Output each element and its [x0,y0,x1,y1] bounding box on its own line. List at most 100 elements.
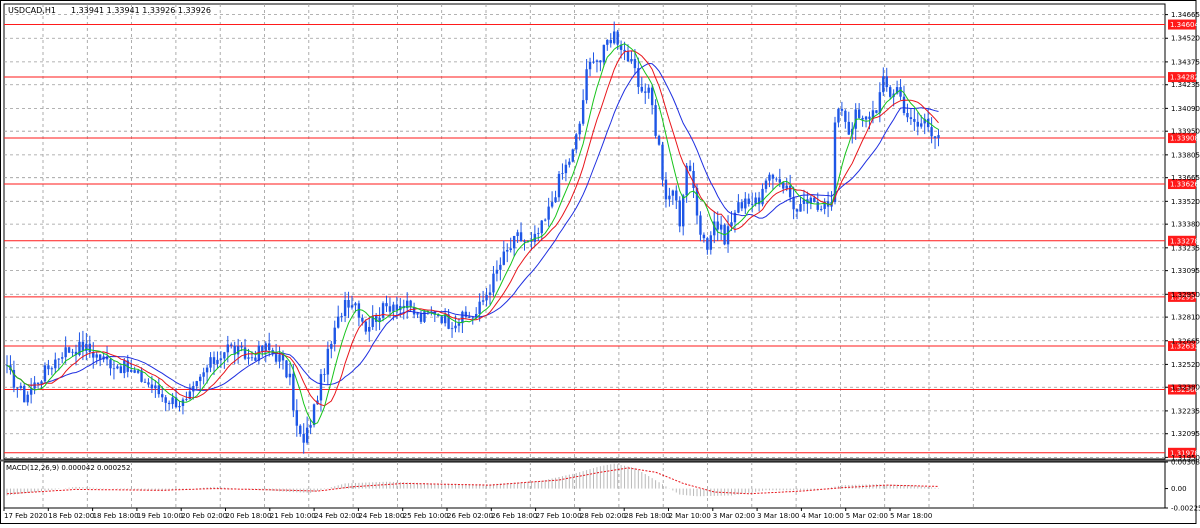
price-bar-body [416,313,419,315]
price-bar-body [699,215,702,235]
price-bar-body [23,385,26,403]
price-bar-body [395,304,399,311]
price-bar-body [195,381,198,387]
price-bar-body [199,376,202,382]
price-bar-body [433,311,436,315]
price-bar-body [161,394,164,398]
level-tag-label: 1.33278 [1170,237,1199,245]
price-bar-body [519,232,523,242]
price-bar-body [109,359,112,369]
x-axis-tick-label: 5 Mar 18:00 [890,512,932,520]
price-bar-body [419,313,423,322]
level-tag-label: 1.32633 [1170,342,1199,350]
price-bar-body [509,248,512,251]
price-bar-body [361,317,364,322]
level-tag-label: 1.32934 [1170,293,1199,301]
price-bar-body [654,105,657,136]
price-bar-body [751,203,754,205]
y-axis-tick-label: 1.32950 [1171,291,1200,299]
price-bar-body [644,91,647,93]
price-bar-body [685,165,688,196]
price-bar-body [592,61,595,63]
y-axis-tick-label: 1.33380 [1171,221,1200,229]
price-bar-body [150,384,154,389]
price-bar-body [588,61,592,70]
macd-axis-tick-label: -0.002259 [1171,504,1200,512]
x-axis-tick-label: 28 Feb 02:00 [580,512,626,520]
x-axis-tick-label: 20 Feb 18:00 [226,512,272,520]
price-bar-body [882,76,885,93]
price-bar-body [506,250,509,252]
price-bar-body [371,316,374,327]
y-axis-tick-label: 1.31950 [1171,454,1200,462]
price-bar-body [437,314,440,317]
price-bar-body [602,44,606,63]
price-bar-body [278,354,281,362]
price-bar-body [595,60,599,62]
level-tag [1168,291,1196,302]
price-bar-body [920,123,923,127]
price-bar-body [468,316,471,318]
price-bar-body [188,391,192,400]
level-tag [1168,447,1196,458]
x-axis-tick-label: 28 Feb 18:00 [624,512,670,520]
price-bar-body [309,425,312,428]
price-bar-body [29,388,33,395]
price-bar-body [740,202,744,209]
price-bar-body [540,220,543,234]
price-bar-body [816,201,819,210]
price-bar-body [319,374,323,401]
price-bar-body [857,109,861,118]
price-bar-body [440,316,443,324]
macd-pane-border [3,461,1166,509]
price-bar-body [409,300,412,308]
price-bar-body [140,370,143,382]
price-bar-body [647,87,650,93]
price-bar-body [299,425,302,435]
price-bar-body [692,171,695,189]
y-axis-tick-label: 1.32235 [1171,407,1200,415]
price-bar-body [119,366,123,374]
price-bar-body [782,182,785,189]
price-bar-body [578,123,581,135]
price-bar-body [471,317,474,319]
price-bar-body [581,100,585,124]
price-bar-body [88,343,91,352]
price-bar-body [485,294,488,301]
price-bar-body [92,351,95,358]
level-tag [1168,72,1196,83]
price-bar-body [461,311,464,324]
price-bar-body [561,173,564,174]
price-bar-body [81,341,85,352]
x-axis-tick-label: 24 Feb 02:00 [314,512,360,520]
level-tag [1168,384,1196,395]
price-bar-body [385,303,388,307]
price-bar-body [895,87,899,94]
price-bar-body [61,357,64,359]
price-bar-body [388,306,392,312]
price-bar-body [733,212,737,223]
price-bar-body [264,343,267,352]
price-bar-body [36,382,40,385]
price-bar-body [288,373,292,378]
price-bar-body [67,347,71,353]
x-axis-tick-label: 27 Feb 10:00 [536,512,582,520]
price-bar-body [861,117,864,120]
price-bar-body [443,314,447,324]
price-bar-body [340,315,343,317]
price-bar-body [737,202,740,213]
price-bar-body [889,87,892,97]
price-bar-body [212,357,216,364]
price-bar-body [406,300,409,309]
price-bar-body [312,404,316,426]
price-bar-body [909,117,913,119]
price-bar-body [657,135,661,145]
level-tag [1168,19,1196,30]
price-bar-body [454,325,457,329]
price-bar-body [547,206,550,220]
price-bar-body [695,188,699,216]
y-axis-tick-label: 1.33520 [1171,198,1200,206]
y-axis-tick-label: 1.33950 [1171,128,1200,136]
